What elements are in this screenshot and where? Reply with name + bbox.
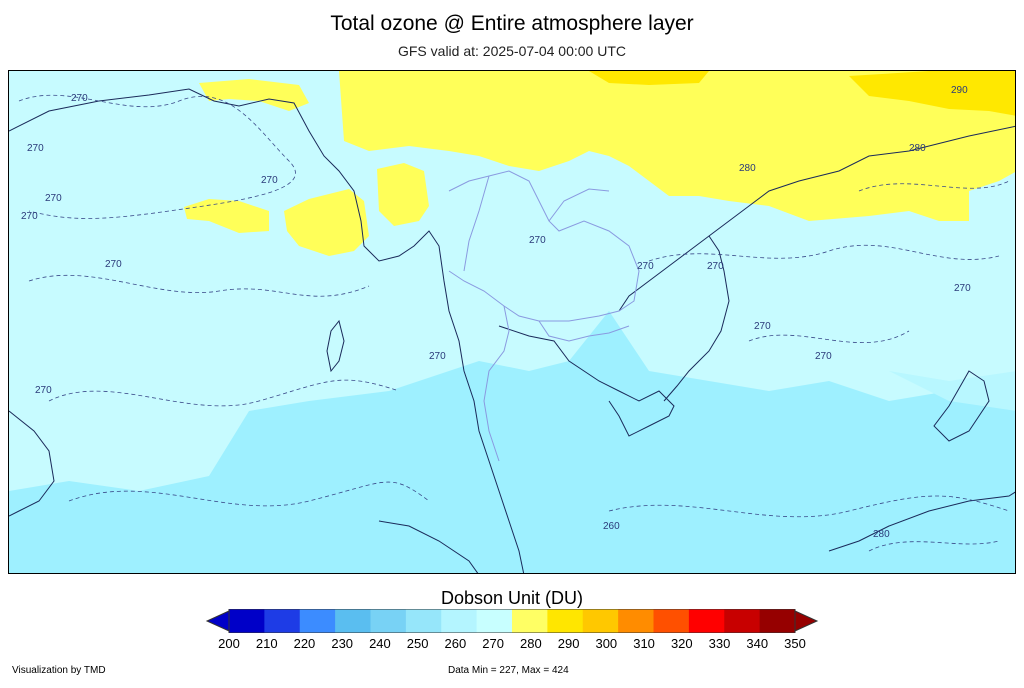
colorbar-segment — [476, 609, 513, 633]
data-minmax-text: Data Min = 227, Max = 424 — [448, 665, 569, 676]
colorbar-tick-label: 200 — [218, 636, 240, 651]
colorbar-title: Dobson Unit (DU) — [440, 588, 584, 608]
colorbar-tick-label: 270 — [482, 636, 504, 651]
colorbar-segment — [688, 609, 725, 633]
ozone-band-280-north — [339, 71, 1015, 221]
colorbar-tick-label: 240 — [369, 636, 391, 651]
credit-text: Visualization by TMD — [12, 665, 106, 676]
colorbar-tick-label: 340 — [746, 636, 769, 651]
colorbar-segment — [441, 609, 478, 633]
colorbar-tick-label: 210 — [255, 636, 278, 651]
colorbar — [205, 609, 819, 633]
colorbar-segment — [405, 609, 442, 633]
ozone-map: 270 270 270 270 270 270 270 270 270 270 … — [8, 70, 1016, 574]
colorbar-tick-label: 220 — [293, 636, 316, 651]
colorbar-segment — [759, 609, 796, 633]
colorbar-segment — [547, 609, 584, 633]
colorbar-over-arrow — [794, 610, 819, 632]
contour-label: 270 — [707, 261, 724, 272]
contour-label: 280 — [873, 529, 890, 540]
national-borders — [448, 170, 640, 462]
valid-time-subtitle: GFS valid at: 2025-07-04 00:00 UTC — [397, 43, 626, 59]
colorbar-segment — [370, 609, 407, 633]
colorbar-segment — [724, 609, 761, 633]
contour-labels: 270 270 270 270 270 270 270 270 270 270 … — [21, 85, 971, 540]
colorbar-tick-label: 300 — [595, 636, 618, 651]
colorbar-tick-label: 330 — [708, 636, 731, 651]
contour-label: 270 — [27, 143, 44, 154]
contour-label: 270 — [21, 211, 38, 222]
contour-label: 270 — [637, 261, 654, 272]
ozone-band-280-west1 — [199, 79, 309, 111]
contour-label: 270 — [45, 193, 62, 204]
ozone-map-canvas: 270 270 270 270 270 270 270 270 270 270 … — [9, 71, 1015, 573]
colorbar-tick-label: 250 — [406, 636, 429, 651]
contour-label: 270 — [35, 385, 52, 396]
colorbar-ticks: 200 210 220 230 240 250 260 270 280 290 300 310 320 3… — [0, 636, 1024, 654]
colorbar-tick-label: 290 — [557, 636, 580, 651]
contour-label: 270 — [954, 283, 971, 294]
contour-lines — [18, 94, 1010, 552]
colorbar-segment — [512, 609, 548, 633]
contour-label: 270 — [105, 259, 122, 270]
contour-label: 270 — [71, 93, 88, 104]
colorbar-tick-label: 280 — [520, 636, 542, 651]
contour-label: 280 — [739, 163, 756, 174]
ozone-band-280-west4 — [377, 163, 429, 226]
colorbar-tick-label: 260 — [444, 636, 467, 651]
ozone-band-290-b — [849, 71, 1015, 116]
colorbar-segment — [264, 609, 301, 633]
colorbar-segment — [618, 609, 654, 633]
contour-label: 270 — [815, 351, 832, 362]
colorbar-under-arrow — [205, 610, 230, 632]
ozone-band-260 — [9, 311, 1015, 573]
colorbar-segment — [582, 609, 619, 633]
ozone-band-290-a — [589, 71, 709, 85]
ozone-band-280-west2 — [184, 199, 269, 233]
colorbar-tick-label: 350 — [784, 636, 806, 651]
coastlines — [9, 88, 1015, 573]
colorbar-tick-label: 230 — [331, 636, 354, 651]
chart-title: Total ozone @ Entire atmosphere layer — [330, 12, 694, 35]
contour-label: 260 — [603, 521, 620, 532]
colorbar-tick-label: 310 — [633, 636, 655, 651]
contour-label: 280 — [909, 143, 926, 154]
contour-label: 270 — [429, 351, 446, 362]
contour-label: 290 — [951, 85, 968, 96]
contour-label: 270 — [754, 321, 771, 332]
colorbar-segment — [653, 609, 690, 633]
colorbar-segment — [229, 609, 265, 633]
ozone-band-280-west3 — [284, 189, 369, 256]
contour-label: 270 — [261, 175, 278, 186]
colorbar-segment — [335, 609, 371, 633]
colorbar-tick-label: 320 — [670, 636, 693, 651]
colorbar-segment — [299, 609, 336, 633]
contour-label: 270 — [529, 235, 546, 246]
